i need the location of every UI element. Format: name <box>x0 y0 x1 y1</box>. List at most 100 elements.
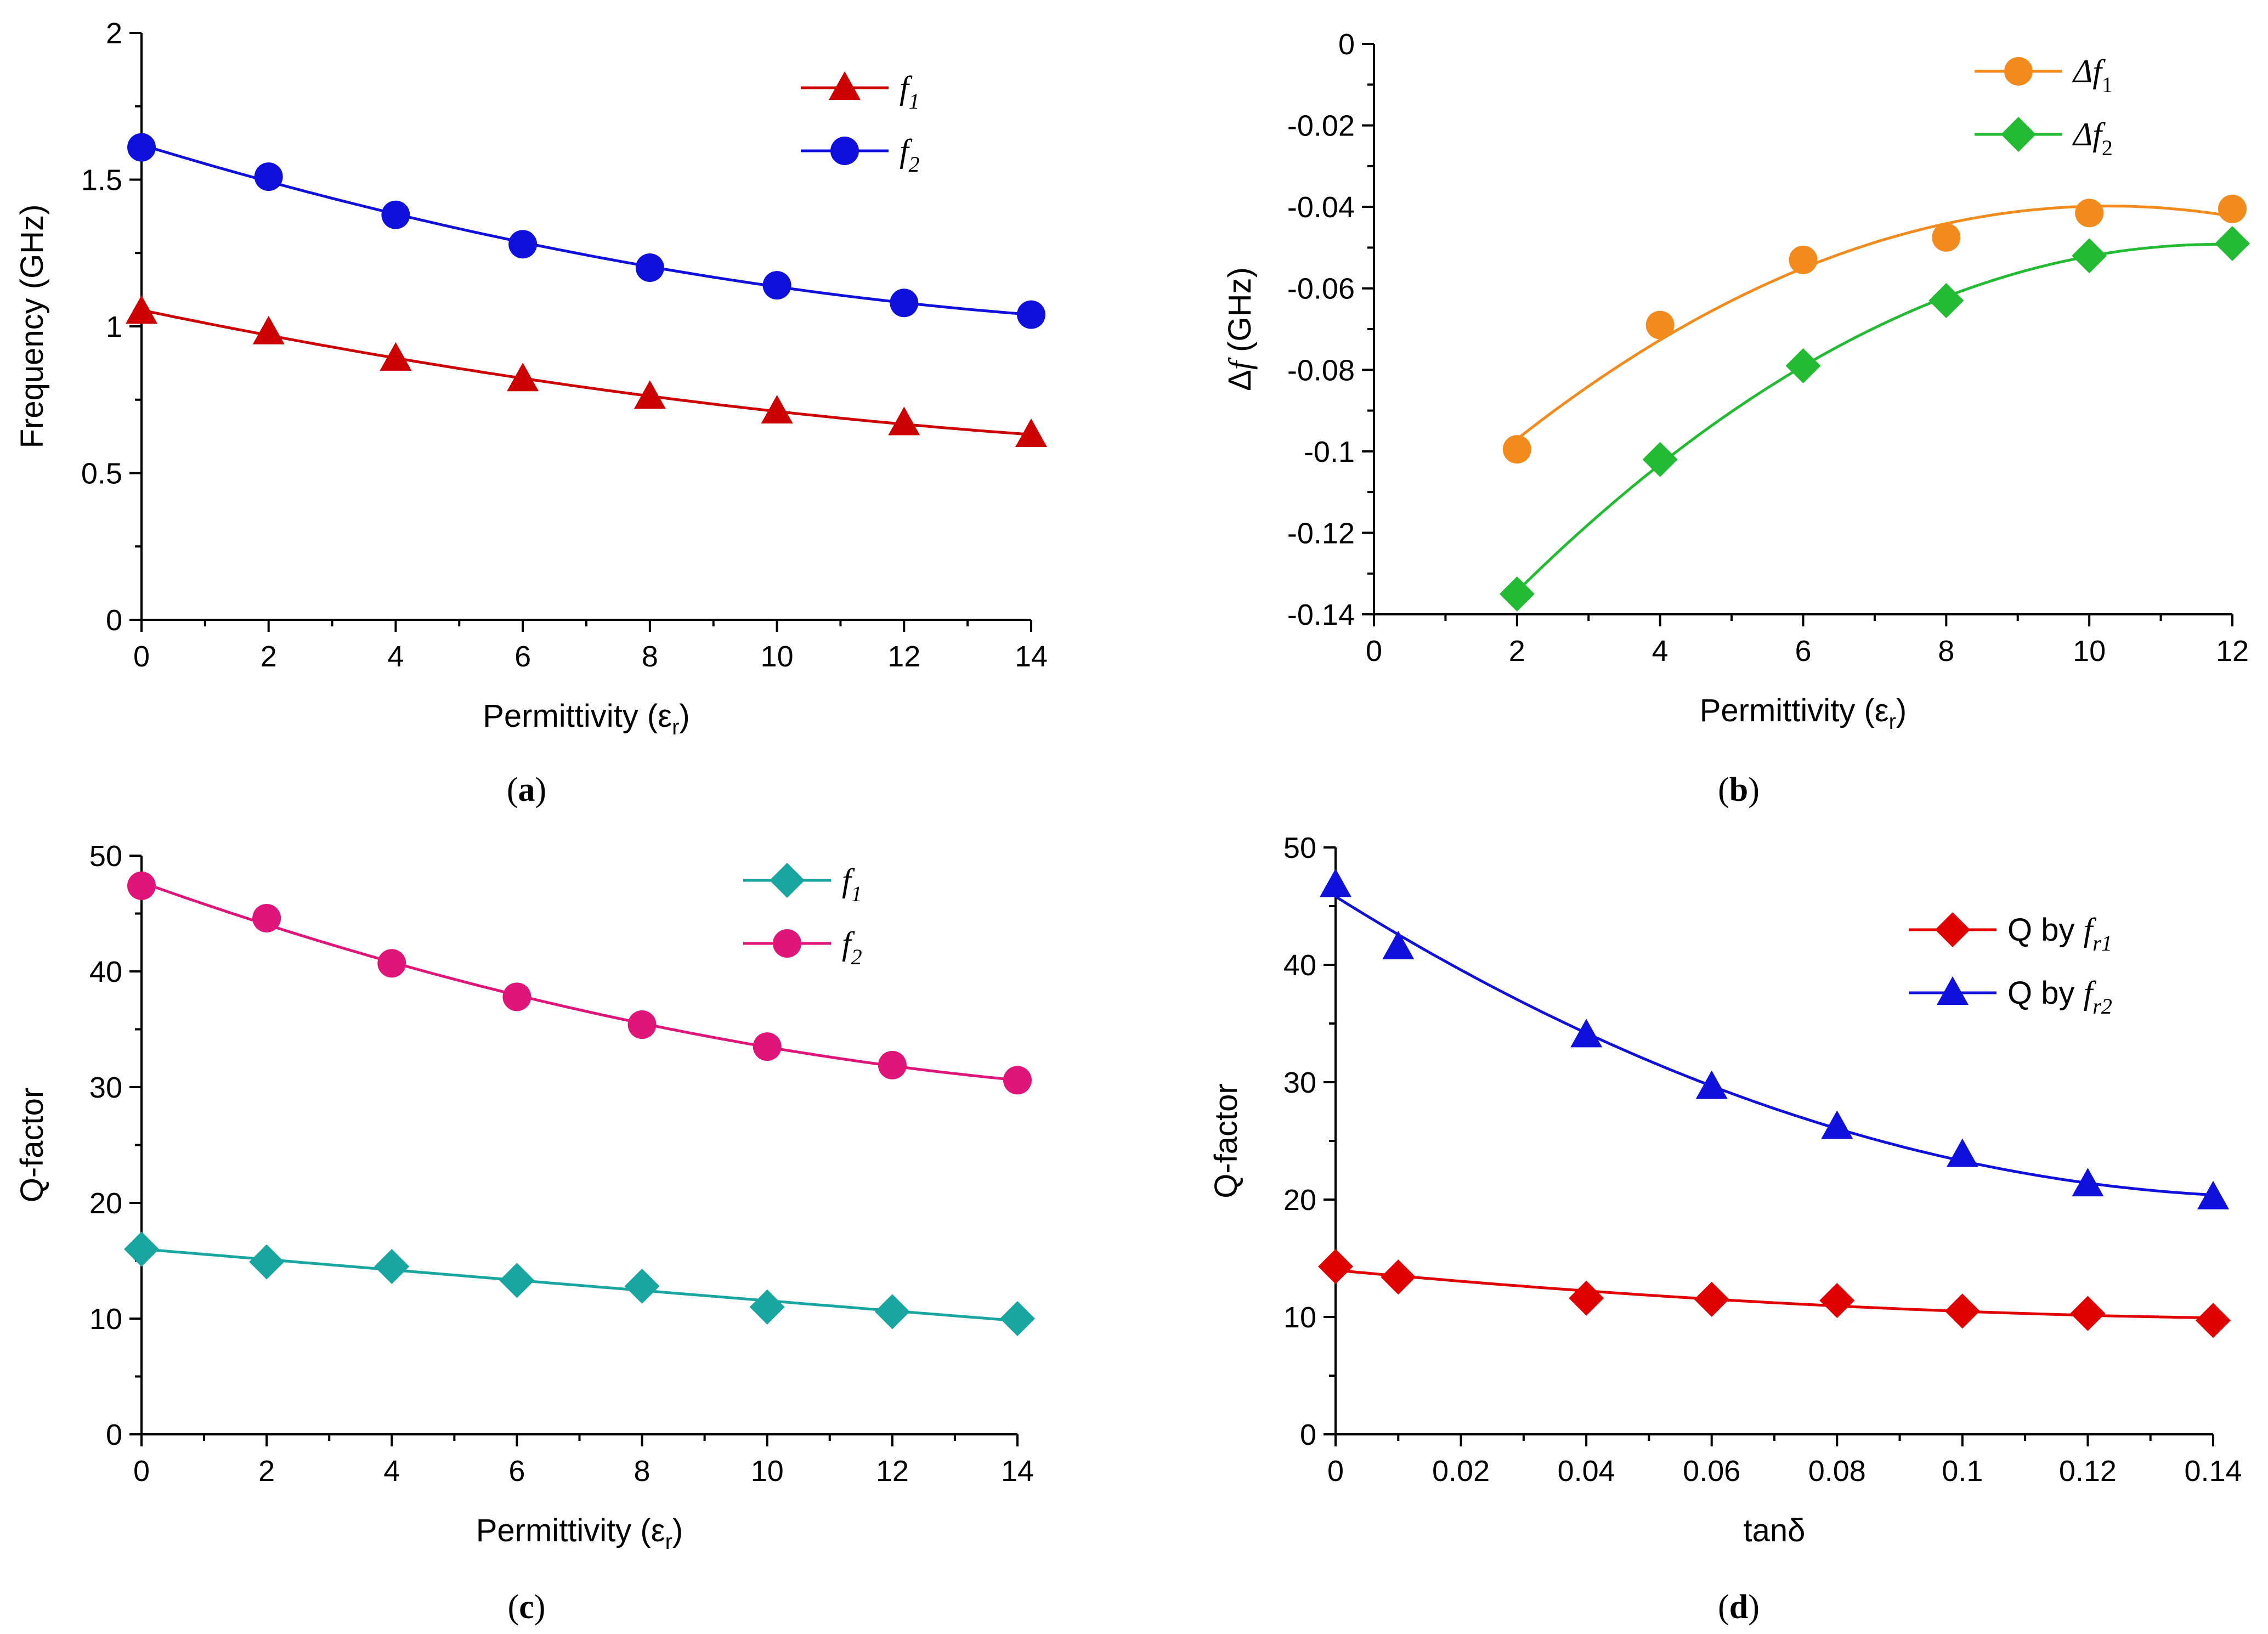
legend-marker <box>2004 57 2033 86</box>
data-point <box>2072 1168 2104 1197</box>
x-tick-label: 0.04 <box>1558 1455 1615 1488</box>
data-point <box>252 903 281 932</box>
data-point <box>635 253 664 282</box>
legend-item-1: f1 <box>743 862 862 906</box>
x-tick-label: 6 <box>1795 635 1811 668</box>
legend-label: Δf2 <box>2072 116 2113 160</box>
panel-caption: (b) <box>1718 771 1760 808</box>
data-point <box>252 315 285 344</box>
x-tick-label: 4 <box>387 640 404 673</box>
y-axis-label: Q-factor <box>1208 1083 1244 1198</box>
data-point <box>1017 300 1045 329</box>
data-point <box>753 1032 782 1061</box>
x-tick-label: 12 <box>887 640 920 673</box>
data-point <box>1318 1248 1353 1284</box>
data-point <box>749 1289 785 1325</box>
y-tick-label: 30 <box>89 1071 122 1104</box>
y-tick-label: -0.12 <box>1287 517 1355 550</box>
legend-marker <box>770 863 805 898</box>
legend-label: f1 <box>900 70 920 114</box>
x-tick-label: 8 <box>642 640 658 673</box>
x-tick-label: 2 <box>261 640 277 673</box>
legend-item-1: f1 <box>801 70 920 114</box>
data-point <box>762 271 791 300</box>
chart-panel-d: 0 0.02 0.04 0.06 0.08 0.1 0.12 0.14 0 10 20 30 40 50 t… <box>1208 832 2242 1626</box>
y-axis-label: Δf (GHz) <box>1222 267 1258 391</box>
y-tick-label: 0.5 <box>81 457 122 490</box>
y-tick-label: 40 <box>1283 949 1316 982</box>
legend-marker <box>773 929 801 958</box>
x-tick-label: 6 <box>514 640 531 673</box>
legend-label: Q by fr2 <box>2007 975 2112 1019</box>
data-point <box>1642 442 1678 477</box>
legend-label: f2 <box>900 133 920 177</box>
series-line-1 <box>1516 205 2233 440</box>
y-tick-label: 2 <box>106 17 122 50</box>
x-tick-label: 12 <box>2216 635 2249 668</box>
x-tick-label: 0.06 <box>1683 1455 1740 1488</box>
legend-item-2: f2 <box>801 133 920 177</box>
y-tick-label: 1.5 <box>81 164 122 197</box>
y-tick-label: 0 <box>106 604 122 637</box>
x-tick-label: 0 <box>133 640 150 673</box>
series-line-2 <box>1334 895 2214 1196</box>
x-tick-label: 10 <box>751 1455 784 1488</box>
x-tick-label: 10 <box>2073 635 2106 668</box>
data-point <box>1570 1019 1603 1048</box>
y-tick-label: -0.14 <box>1287 598 1355 631</box>
x-tick-label: 12 <box>876 1455 909 1488</box>
data-point <box>377 949 406 978</box>
data-point <box>1785 348 1821 383</box>
data-point <box>1381 1259 1416 1295</box>
y-tick-label: 0 <box>106 1418 122 1451</box>
x-axis-label: Permittivity (εr) <box>483 698 690 739</box>
data-point <box>1928 283 1964 318</box>
legend-item-2: f2 <box>743 925 862 969</box>
legend-item-2: Q by fr2 <box>1909 975 2112 1019</box>
legend-item-2: Δf2 <box>1975 116 2113 160</box>
series-line-2 <box>1516 242 2233 592</box>
x-tick-label: 0 <box>1327 1455 1344 1488</box>
legend-item-1: Δf1 <box>1975 53 2113 97</box>
data-point <box>1695 1070 1728 1099</box>
y-tick-label: 10 <box>1283 1301 1316 1334</box>
y-tick-label: -0.08 <box>1287 354 1355 387</box>
data-point <box>761 395 793 424</box>
y-tick-label: 1 <box>106 310 122 343</box>
data-point <box>508 230 538 259</box>
data-point <box>507 363 539 392</box>
x-tick-label: 0.14 <box>2184 1455 2242 1488</box>
panel-caption: (c) <box>508 1588 546 1626</box>
x-tick-label: 4 <box>1652 635 1669 668</box>
data-point <box>1000 1301 1035 1336</box>
data-point <box>249 1244 285 1280</box>
data-point <box>254 162 283 191</box>
y-tick-label: 30 <box>1283 1066 1316 1099</box>
data-point <box>624 1268 660 1304</box>
data-point <box>634 380 666 409</box>
data-point <box>127 871 156 900</box>
series-line-1 <box>1335 1269 2214 1320</box>
series-line-2 <box>141 881 1018 1082</box>
x-tick-label: 14 <box>1001 1455 1034 1488</box>
x-tick-label: 0.12 <box>2059 1455 2117 1488</box>
data-point <box>1015 418 1047 447</box>
x-axis-label: tanδ <box>1744 1513 1806 1548</box>
data-point <box>2072 238 2107 274</box>
legend-marker <box>1935 912 1970 947</box>
legend-marker <box>2001 117 2036 152</box>
data-point <box>499 1263 535 1298</box>
panel-caption: (d) <box>1718 1588 1760 1626</box>
data-point <box>2218 194 2247 223</box>
data-point <box>890 289 919 318</box>
y-axis-label: Q-factor <box>14 1088 50 1203</box>
legend-label: f1 <box>842 862 862 906</box>
data-point <box>1694 1281 1729 1317</box>
data-point <box>2075 199 2104 228</box>
data-point <box>381 200 410 229</box>
x-tick-label: 8 <box>1938 635 1954 668</box>
y-tick-label: 20 <box>89 1187 122 1220</box>
data-point <box>1502 435 1531 464</box>
legend-marker <box>829 71 861 100</box>
